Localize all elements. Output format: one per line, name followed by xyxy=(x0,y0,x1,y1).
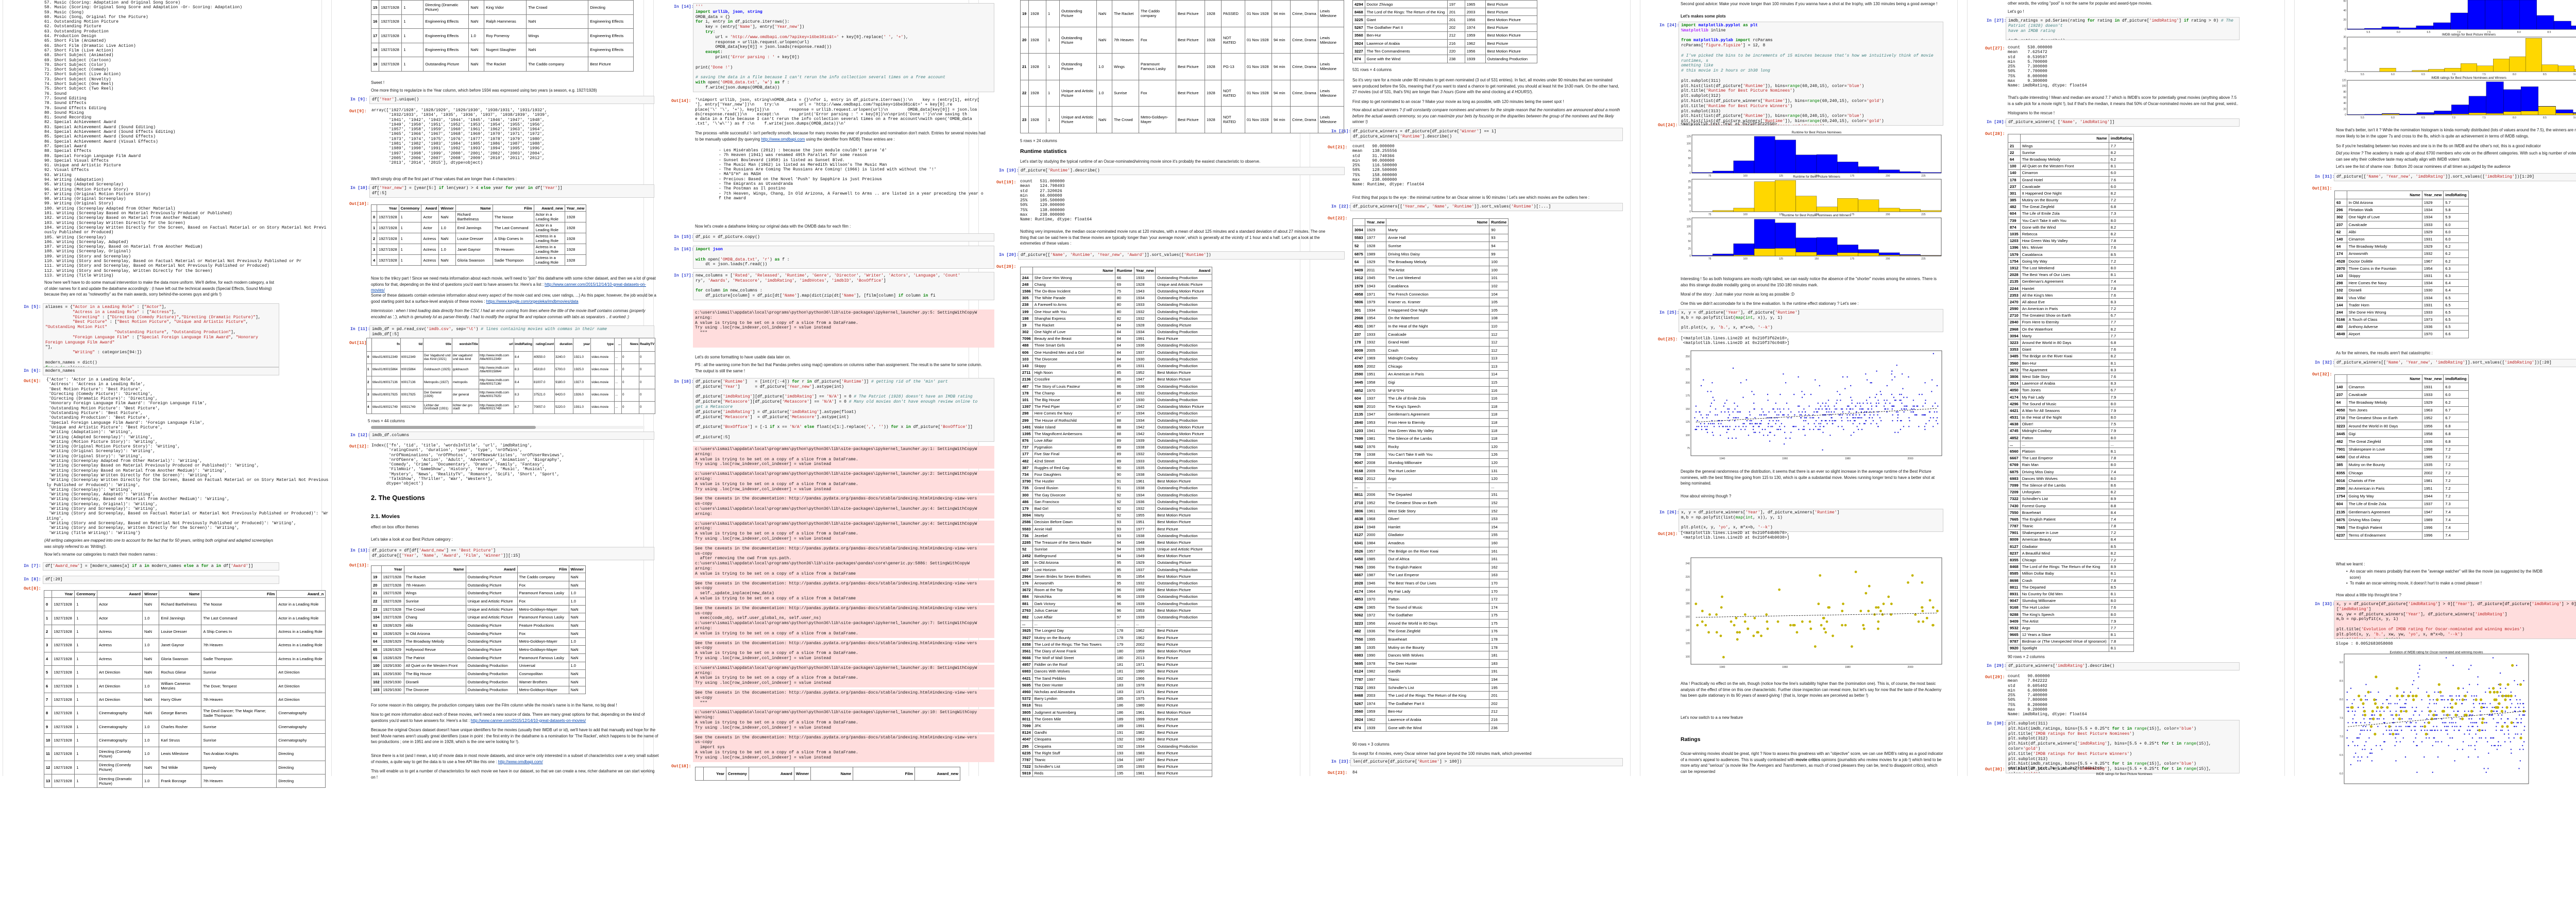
svg-text:125: 125 xyxy=(1686,421,1690,424)
svg-text:1940: 1940 xyxy=(1719,666,1725,669)
svg-text:2000: 2000 xyxy=(1908,457,1913,460)
svg-text:175: 175 xyxy=(1686,394,1690,398)
svg-text:225: 225 xyxy=(1921,257,1926,261)
svg-text:Runtime for Best Picture Winne: Runtime for Best Picture Winners xyxy=(1793,175,1840,179)
svg-text:75: 75 xyxy=(1688,233,1691,236)
svg-text:125: 125 xyxy=(1779,257,1784,261)
svg-text:6.5: 6.5 xyxy=(2340,754,2343,757)
svg-text:100: 100 xyxy=(1687,143,1691,146)
svg-text:5: 5 xyxy=(1689,204,1691,208)
svg-text:1980: 1980 xyxy=(1845,666,1851,669)
svg-text:7.0: 7.0 xyxy=(2340,735,2343,738)
svg-text:8.0: 8.0 xyxy=(2513,116,2516,119)
svg-text:40: 40 xyxy=(2343,102,2346,105)
svg-text:125: 125 xyxy=(1687,135,1691,138)
svg-text:0: 0 xyxy=(2345,71,2346,74)
svg-text:25: 25 xyxy=(1688,247,1691,250)
svg-text:50: 50 xyxy=(1688,157,1691,160)
svg-text:6.0: 6.0 xyxy=(2391,116,2395,119)
svg-text:25: 25 xyxy=(1688,180,1691,183)
svg-text:10: 10 xyxy=(2343,59,2346,62)
svg-text:6.5: 6.5 xyxy=(2421,116,2425,119)
svg-text:200: 200 xyxy=(1686,589,1690,592)
svg-text:160: 160 xyxy=(1686,615,1690,618)
svg-text:100: 100 xyxy=(1743,257,1748,261)
svg-text:1940: 1940 xyxy=(1719,457,1725,460)
svg-text:9.0: 9.0 xyxy=(2573,116,2576,119)
svg-text:60: 60 xyxy=(2343,96,2346,99)
svg-text:25: 25 xyxy=(1688,164,1691,167)
svg-text:7.5: 7.5 xyxy=(2340,717,2343,720)
svg-text:5.5: 5.5 xyxy=(2361,116,2364,119)
svg-text:10: 10 xyxy=(1688,198,1691,201)
svg-text:20: 20 xyxy=(2343,19,2346,22)
svg-text:60: 60 xyxy=(2343,0,2346,3)
svg-text:1960: 1960 xyxy=(1782,457,1788,460)
svg-text:75: 75 xyxy=(1688,150,1691,153)
svg-text:200: 200 xyxy=(1886,257,1890,261)
svg-text:15: 15 xyxy=(1688,193,1691,196)
svg-text:120: 120 xyxy=(1686,642,1690,645)
svg-text:Evolution of IMDB rating for O: Evolution of IMDB rating for Oscar-nomin… xyxy=(2390,651,2483,654)
svg-text:7.0: 7.0 xyxy=(2452,116,2455,119)
svg-text:100: 100 xyxy=(1687,226,1691,229)
svg-text:120: 120 xyxy=(2342,79,2347,82)
svg-text:150: 150 xyxy=(1815,257,1819,261)
svg-text:0: 0 xyxy=(1689,255,1691,258)
svg-text:1980: 1980 xyxy=(1845,457,1851,460)
svg-text:200: 200 xyxy=(1686,382,1690,385)
svg-text:8.5: 8.5 xyxy=(2543,116,2547,119)
svg-text:225: 225 xyxy=(1686,368,1690,371)
svg-text:Runtime for Best Picture Nomin: Runtime for Best Picture Nominees xyxy=(1792,131,1842,134)
svg-text:IMDB ratings for Best Picture: IMDB ratings for Best Picture Nominees xyxy=(2096,772,2152,776)
svg-text:75: 75 xyxy=(1708,257,1711,261)
svg-text:8.5: 8.5 xyxy=(2340,680,2343,683)
svg-text:100: 100 xyxy=(1686,434,1690,437)
svg-text:7.5: 7.5 xyxy=(2482,116,2486,119)
svg-text:6.0: 6.0 xyxy=(2340,772,2343,776)
svg-text:30: 30 xyxy=(2343,36,2346,39)
svg-text:140: 140 xyxy=(1686,629,1690,632)
svg-text:20: 20 xyxy=(2343,108,2346,111)
svg-text:Runtime for Best Picture Nomin: Runtime for Best Picture Nominees and Wi… xyxy=(1782,214,1851,217)
svg-text:9.0: 9.0 xyxy=(2340,661,2343,664)
svg-text:0: 0 xyxy=(2345,28,2346,31)
svg-text:80: 80 xyxy=(2343,91,2346,94)
svg-text:75: 75 xyxy=(1687,447,1690,450)
svg-text:50: 50 xyxy=(1688,240,1691,243)
svg-text:250: 250 xyxy=(1686,355,1690,358)
svg-text:175: 175 xyxy=(1850,257,1855,261)
svg-text:2000: 2000 xyxy=(1908,666,1913,669)
svg-text:20: 20 xyxy=(2343,47,2346,50)
svg-text:0: 0 xyxy=(2345,114,2346,117)
svg-text:IMDB ratings for Best Picture: IMDB ratings for Best Picture Nominees a… xyxy=(2431,76,2506,80)
svg-text:240: 240 xyxy=(1686,562,1690,565)
svg-text:180: 180 xyxy=(1686,602,1690,606)
svg-text:220: 220 xyxy=(1686,576,1690,579)
svg-text:8.0: 8.0 xyxy=(2340,698,2343,701)
svg-text:100: 100 xyxy=(2342,85,2347,88)
svg-text:IMDB ratings for Best Picture: IMDB ratings for Best Picture Winners xyxy=(2442,33,2496,37)
svg-text:20: 20 xyxy=(1688,186,1691,190)
svg-text:100: 100 xyxy=(1686,656,1690,659)
svg-text:150: 150 xyxy=(1686,408,1690,411)
svg-text:125: 125 xyxy=(1687,218,1691,221)
svg-text:40: 40 xyxy=(2343,9,2346,12)
svg-text:1960: 1960 xyxy=(1782,666,1788,669)
